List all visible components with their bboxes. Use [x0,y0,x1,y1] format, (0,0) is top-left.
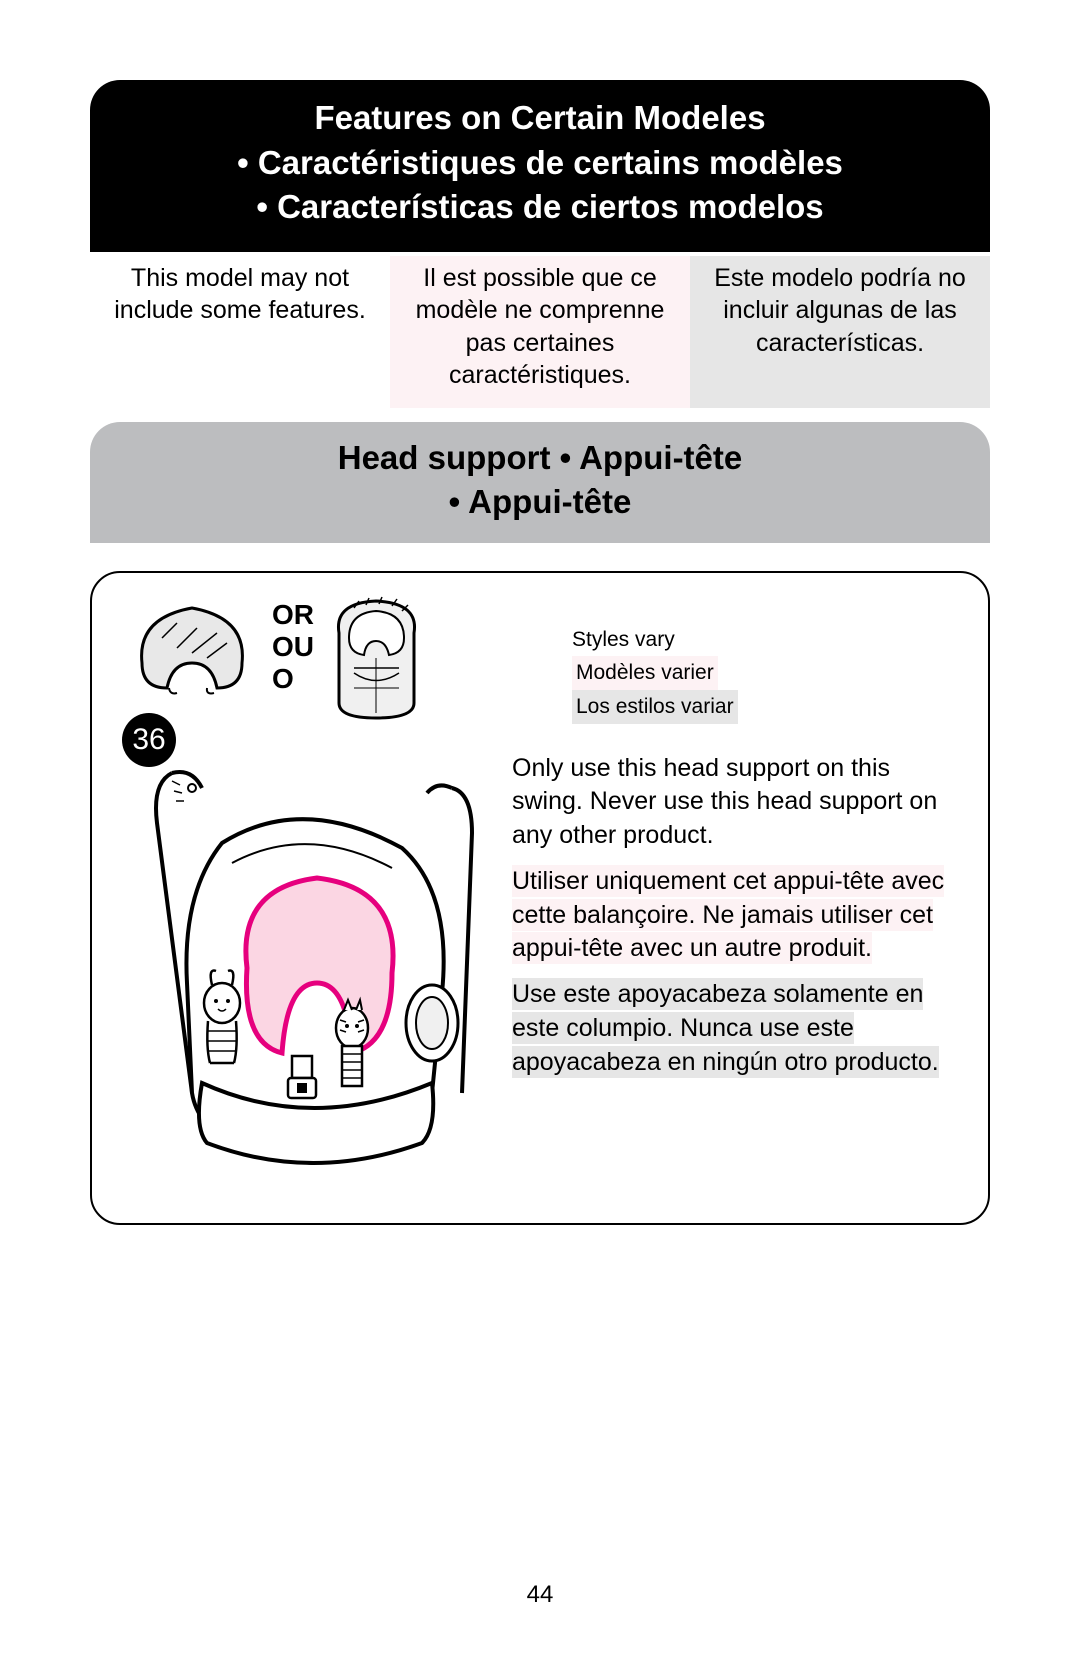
instruction-text: Only use this head support on this swing… [512,752,958,1080]
swing-diagram-icon [122,733,492,1193]
instruction-fr: Utiliser uniquement cet appui-tête avec … [512,865,944,965]
panel-left: OR OU O 36 [122,593,492,1193]
panel-right: Styles vary Modèles varier Los estilos v… [512,593,958,1193]
banner-line2: • Appui-tête [110,480,970,525]
header-line-es: • Características de ciertos modelos [110,185,970,230]
or-label-block: OR OU O [272,599,314,696]
features-header: Features on Certain Modeles • Caractéris… [90,80,990,252]
model-notice-row: This model may not include some features… [90,256,990,408]
or-fr: OU [272,631,314,663]
header-line-fr: • Caractéristiques de certains modèles [110,141,970,186]
banner-line1: Head support • Appui-tête [110,436,970,481]
headrest-insert-icon [324,593,429,723]
header-line-en: Features on Certain Modeles [110,96,970,141]
instruction-en: Only use this head support on this swing… [512,752,958,853]
styles-en: Styles vary [572,623,958,657]
section-banner: Head support • Appui-tête • Appui-tête [90,422,990,543]
styles-es: Los estilos variar [572,690,738,724]
instruction-es: Use este apoyacabeza solamente en este c… [512,978,939,1078]
styles-fr: Modèles varier [572,656,718,690]
or-es: O [272,663,314,695]
step-number-badge: 36 [122,713,176,767]
notice-es: Este modelo podría no incluir algunas de… [690,256,990,408]
step-number: 36 [132,723,165,757]
headrest-pillow-icon [122,593,262,703]
headrest-variants: OR OU O [122,593,492,723]
notice-en: This model may not include some features… [90,256,390,408]
page-number: 44 [0,1581,1080,1609]
notice-fr: Il est possible que ce modèle ne compren… [390,256,690,408]
instruction-panel: OR OU O 36 [90,571,990,1225]
or-en: OR [272,599,314,631]
styles-vary-block: Styles vary Modèles varier Los estilos v… [572,623,958,724]
